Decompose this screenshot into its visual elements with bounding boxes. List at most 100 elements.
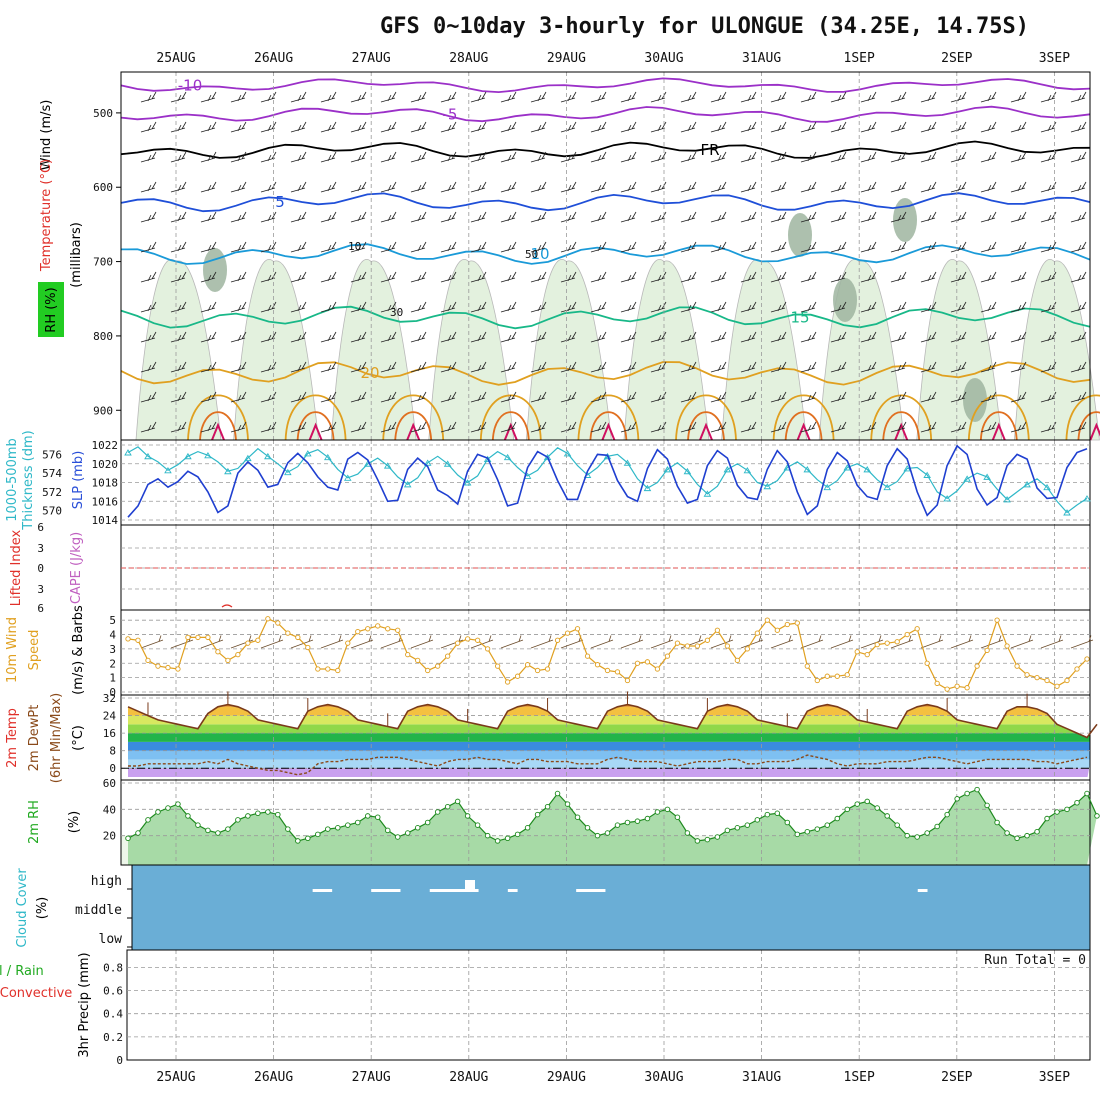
wind-barb [740, 121, 757, 133]
wind-barb [470, 421, 487, 433]
wind-barb [170, 391, 187, 403]
wind-barb [230, 181, 247, 193]
thickness-point [224, 467, 232, 475]
wind-barb [470, 181, 487, 193]
wind-speed-point [704, 637, 711, 643]
isotherm-30 [796, 422, 811, 441]
wind-barb [470, 301, 487, 313]
wind-barb [1010, 181, 1027, 193]
rh-point [754, 817, 761, 823]
wind-barb [890, 421, 907, 433]
wind-barb [350, 241, 367, 253]
high-cloud-gap [576, 889, 606, 892]
temperature-band [128, 715, 1090, 725]
date-tick-top: 31AUG [742, 51, 781, 66]
wind-barb [860, 331, 877, 343]
rh-high-area [203, 248, 227, 292]
wind-speed-point [205, 634, 211, 641]
wind-barb [140, 361, 157, 373]
wind-barb [620, 421, 637, 433]
wind-barb [590, 121, 607, 133]
upper-air-ylabels: Wind (m/s)Temperature (°C) (millibars) RH … [38, 100, 84, 337]
wind-barb [140, 331, 157, 343]
rh-point [335, 825, 341, 831]
rh-point [634, 818, 641, 824]
wind-barb [140, 635, 164, 649]
high-cloud-gap [465, 880, 475, 892]
rh-point [225, 826, 231, 832]
rh-high-area [788, 213, 812, 257]
wind-barb [590, 301, 607, 313]
wind-speed-point [924, 660, 930, 666]
wind-speed-point [1064, 677, 1070, 684]
isotherm-20 [577, 394, 640, 441]
rh-point [315, 831, 321, 838]
rh-point [195, 822, 201, 828]
rh-point [684, 830, 691, 836]
precip-tick-label: 0.2 [103, 1031, 123, 1044]
rh-area [1013, 259, 1100, 441]
wind-barb [740, 421, 757, 433]
wind-barb [410, 271, 427, 283]
isotherms: -10 -5 FR 5 10 15 20 [120, 76, 1091, 386]
date-tick-bottom: 3SEP [1039, 1070, 1070, 1085]
cloud-tick-label: low [99, 932, 123, 947]
wind-barb [470, 361, 487, 373]
wind-speed-point [335, 667, 341, 674]
rh-point [1074, 800, 1080, 806]
precip-tick-label: 0.6 [103, 985, 123, 998]
wind-speed-point [994, 617, 1000, 623]
wind-barb [590, 241, 607, 253]
wind-barb [470, 211, 487, 223]
wind-speed-point [1004, 643, 1010, 649]
wind-barb [320, 391, 337, 403]
wind-speed-point [1044, 677, 1050, 684]
wind-barb [980, 121, 997, 133]
thickness-point [463, 479, 472, 486]
wind-barb [470, 635, 494, 649]
wind-speed-point [435, 663, 441, 669]
axis-label: Cloud Cover [15, 868, 30, 948]
temp-tick-label: 24 [103, 710, 117, 723]
wind-barb [1040, 151, 1057, 163]
wind-barb [980, 241, 997, 253]
wind-barb [170, 181, 187, 193]
thickness-point [1043, 483, 1051, 491]
wind-barb [530, 241, 547, 253]
temperature-band [128, 724, 1090, 734]
rh-point [824, 822, 831, 828]
date-tick-bottom: 25AUG [156, 1070, 195, 1085]
wind-barb [440, 181, 457, 193]
rh-point [125, 835, 131, 842]
wind-barb [1040, 331, 1057, 343]
rh-label: 10 [348, 240, 361, 253]
wind-barb [410, 181, 427, 193]
wind-barb [770, 635, 794, 649]
wind-barb [230, 391, 247, 403]
wind-barb [530, 635, 554, 649]
rh-point [704, 836, 711, 843]
wind-speed-point [415, 657, 421, 664]
wind-barb [230, 151, 247, 163]
wind-speed-point [764, 617, 770, 623]
rh-label: 30 [390, 306, 403, 319]
rh-area [525, 259, 612, 441]
rh-point [1084, 790, 1090, 797]
wind-barb [740, 361, 757, 373]
rh-point [275, 811, 281, 818]
wind-speed-point [724, 643, 731, 649]
y-tick-label: 500 [93, 107, 113, 120]
wind-barb [350, 331, 367, 343]
wind-barb [920, 211, 937, 223]
rh-point [215, 830, 221, 836]
wind-barb [1070, 301, 1087, 313]
wind-barb [200, 151, 217, 163]
wind-barb [1070, 91, 1087, 103]
wind-barb [830, 301, 847, 313]
wind-barb [1040, 361, 1057, 373]
rh-point [245, 813, 251, 819]
wind-barb [740, 331, 757, 343]
wind-speed-point [155, 663, 161, 669]
wind-barb [440, 301, 457, 313]
rh-point [345, 822, 351, 828]
